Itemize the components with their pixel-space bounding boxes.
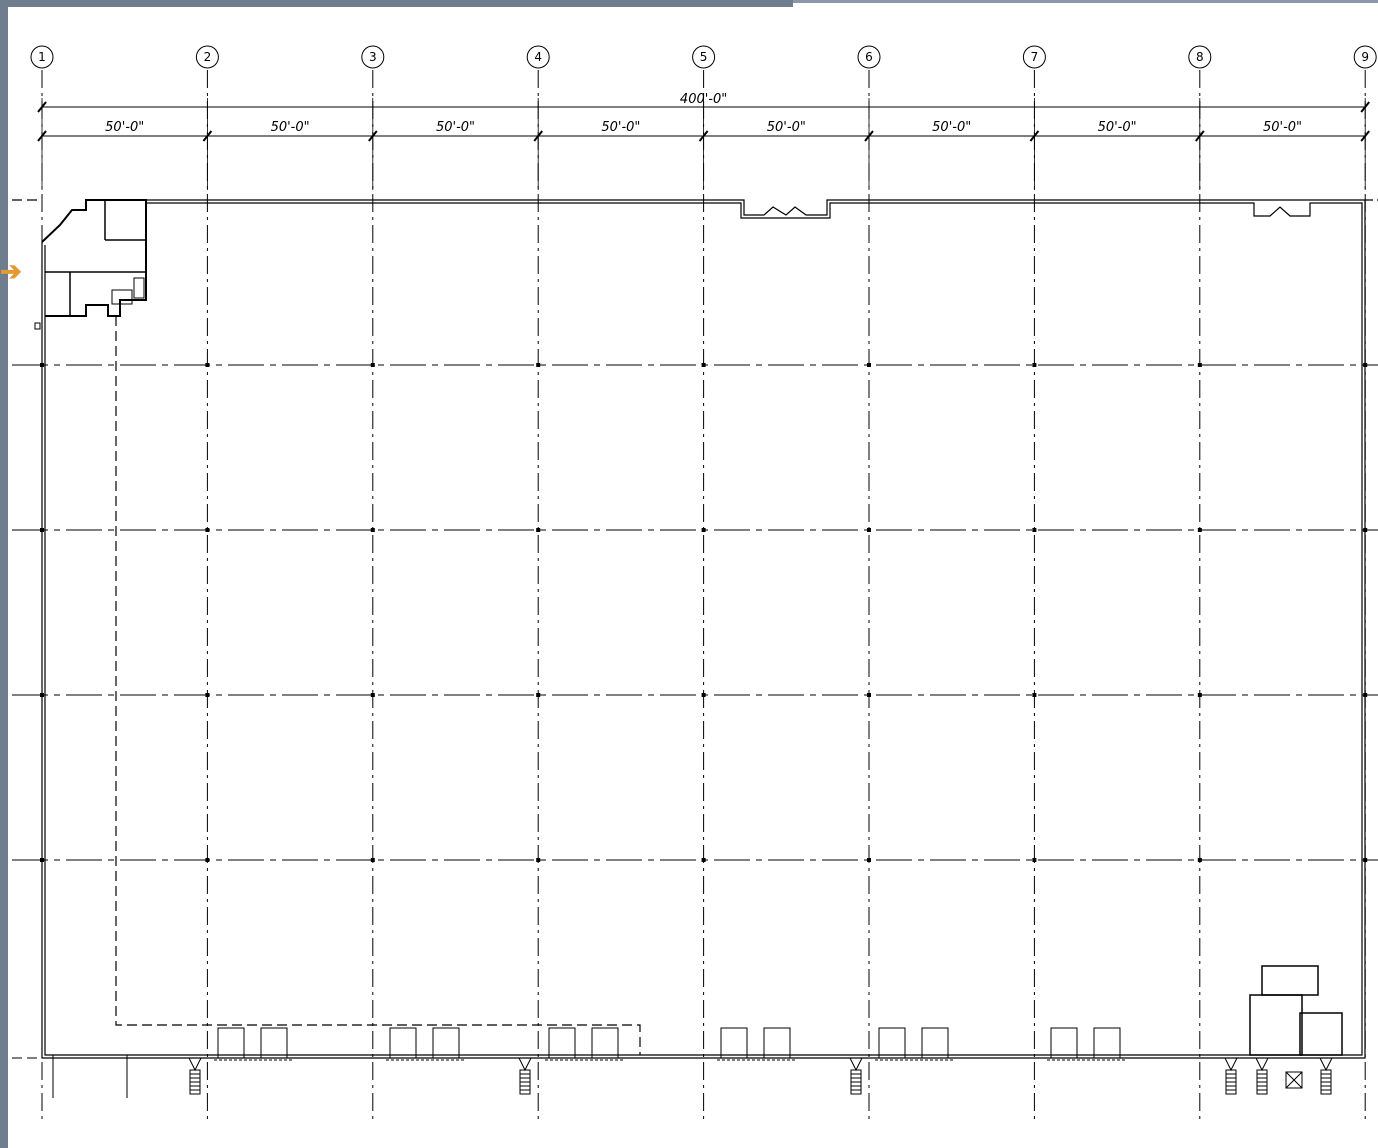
grid-bubble-6 xyxy=(857,45,881,69)
bay-dimension-text: 50'-0" xyxy=(1263,120,1302,135)
column-marker xyxy=(40,693,44,697)
grid-bubble-label: 8 xyxy=(1196,50,1204,64)
grid-bubble-7 xyxy=(1022,45,1046,69)
dock-door xyxy=(389,1027,417,1059)
column-marker xyxy=(205,528,210,532)
dimension-strings: 400'-0"50'-0" 50'-0" 50'-0" 50'-0" 50'-0" 50'… xyxy=(37,92,1370,190)
grid-bubble-label: 6 xyxy=(865,50,873,64)
dock-door xyxy=(1050,1027,1078,1059)
exterior-stairs xyxy=(188,1057,1333,1095)
dock-door xyxy=(878,1027,906,1059)
bay-dimension-text: 50'-0" xyxy=(105,120,144,135)
column-marker xyxy=(1197,363,1202,367)
grid-bubble-1 xyxy=(30,45,54,69)
column-marker xyxy=(370,363,375,367)
bay-dimension-text: 50'-0" xyxy=(271,120,310,135)
dashed-route xyxy=(115,316,641,1055)
grid-bubble-2 xyxy=(195,45,219,69)
grid-bubble-5 xyxy=(692,45,716,69)
column-marker xyxy=(1197,528,1202,532)
exterior-stair xyxy=(518,1057,532,1095)
bay-dimension-text: 50'-0" xyxy=(767,120,806,135)
dock-doors xyxy=(214,1027,1125,1061)
exterior-stair xyxy=(1319,1057,1333,1095)
grid-bubble-9 xyxy=(1353,45,1377,69)
grid-bubble-label: 1 xyxy=(38,50,46,64)
column-marker xyxy=(1363,693,1368,697)
dock-door xyxy=(548,1027,576,1059)
column-marker xyxy=(1363,858,1368,862)
column-marker xyxy=(701,528,706,532)
grid-bubble-label: 4 xyxy=(534,50,542,64)
grid-bubble-label: 2 xyxy=(204,50,212,64)
grid-bubble-label: 5 xyxy=(700,50,708,64)
column-marker xyxy=(205,363,210,367)
column-marker xyxy=(867,363,871,367)
exterior-stair xyxy=(849,1057,863,1095)
column-marker xyxy=(867,693,871,697)
column-marker xyxy=(867,858,871,862)
bay-dimension-text: 50'-0" xyxy=(1098,120,1137,135)
column-marker xyxy=(40,363,44,367)
column-marker xyxy=(1032,363,1037,367)
restroom-block xyxy=(1249,965,1343,1089)
bay-dimension-text: 50'-0" xyxy=(436,120,475,135)
column-marker xyxy=(370,858,375,862)
column-marker xyxy=(536,693,541,697)
column-marker xyxy=(536,528,541,532)
column-marker xyxy=(1363,363,1368,367)
dock-door xyxy=(720,1027,748,1059)
column-marker xyxy=(40,858,44,862)
dock-door xyxy=(217,1027,245,1059)
dock-door xyxy=(921,1027,949,1059)
viewer-frame-left xyxy=(0,0,8,1148)
dock-door xyxy=(763,1027,791,1059)
column-marker xyxy=(701,363,706,367)
column-marker xyxy=(701,693,706,697)
dock-door xyxy=(1093,1027,1121,1059)
office-area xyxy=(34,199,147,330)
column-marker xyxy=(205,693,210,697)
column-marker xyxy=(867,528,871,532)
structural-grid: 1 2 3 4 5 6 7 8 9 xyxy=(12,45,1378,1120)
column-marker xyxy=(370,693,375,697)
column-marker xyxy=(205,858,210,862)
column-marker xyxy=(701,858,706,862)
column-marker xyxy=(1032,858,1037,862)
dock-door xyxy=(260,1027,288,1059)
grid-bubble-3 xyxy=(361,45,385,69)
exterior-stair xyxy=(188,1057,202,1095)
bay-dimension-text: 50'-0" xyxy=(932,120,971,135)
column-marker xyxy=(536,858,541,862)
bay-dimension-text: 50'-0" xyxy=(601,120,640,135)
grid-bubble-label: 9 xyxy=(1361,50,1369,64)
yard-gate xyxy=(52,1054,128,1098)
dock-door xyxy=(591,1027,619,1059)
grid-bubble-label: 3 xyxy=(369,50,377,64)
exterior-stair xyxy=(1224,1057,1238,1095)
viewer-frame-top-right xyxy=(793,0,1378,3)
column-marker xyxy=(1032,693,1037,697)
orange-arrow-icon: ➔ xyxy=(0,256,22,286)
column-marker xyxy=(1197,858,1202,862)
exterior-stair xyxy=(1255,1057,1269,1095)
viewer-frame-top xyxy=(0,0,793,7)
grid-bubble-4 xyxy=(526,45,550,69)
column-marker xyxy=(370,528,375,532)
building-perimeter xyxy=(12,199,1378,1059)
column-marker xyxy=(1363,528,1368,532)
column-marker xyxy=(1032,528,1037,532)
column-marker xyxy=(536,363,541,367)
grid-bubble-label: 7 xyxy=(1031,50,1039,64)
column-marker xyxy=(1197,693,1202,697)
grid-bubble-8 xyxy=(1188,45,1212,69)
dock-door xyxy=(432,1027,460,1059)
column-marker xyxy=(40,528,44,532)
